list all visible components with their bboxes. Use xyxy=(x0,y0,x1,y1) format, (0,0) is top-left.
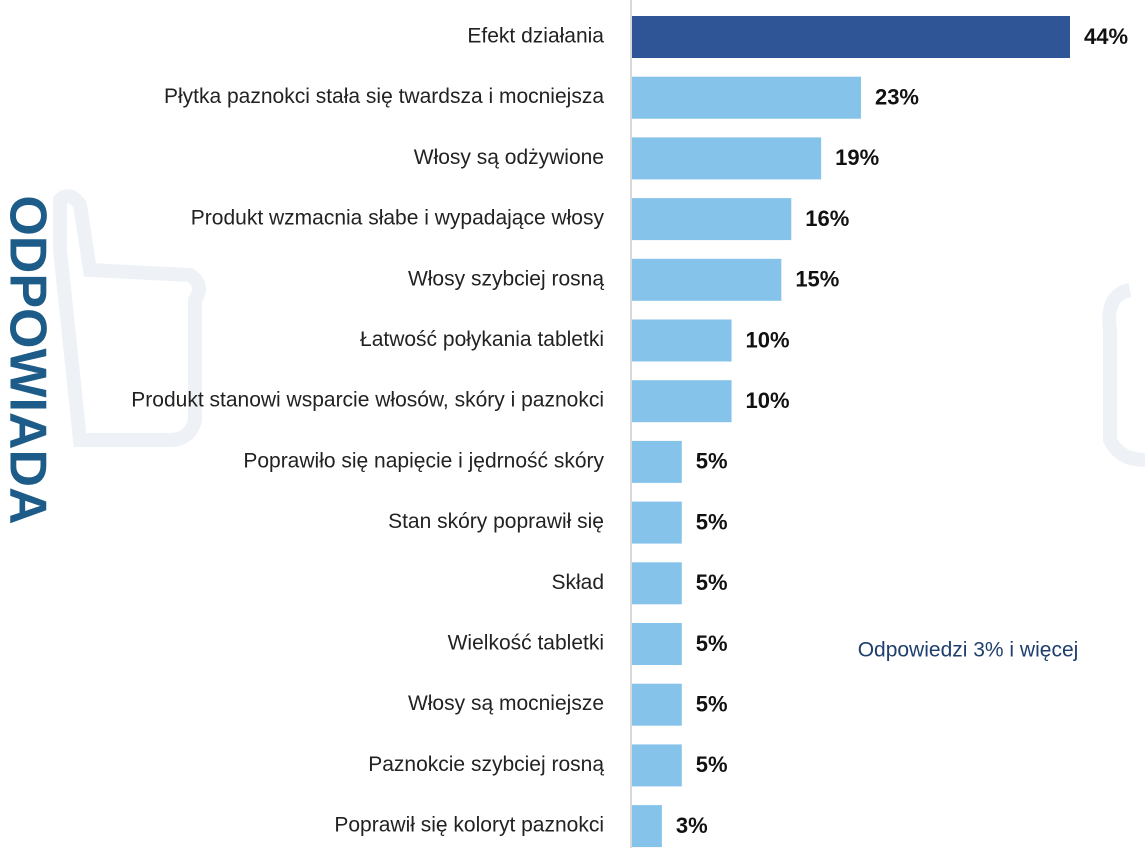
value-label: 44% xyxy=(1084,24,1128,49)
bar xyxy=(632,744,682,787)
category-label: Włosy szybciej rosną xyxy=(408,267,604,290)
category-label: Wielkość tabletki xyxy=(448,632,604,655)
bar xyxy=(632,198,792,241)
side-title: ODPOWIADA xyxy=(0,195,56,524)
bar xyxy=(632,137,822,180)
annotation: Odpowiedzi 3% i więcej xyxy=(858,639,1079,662)
bar xyxy=(632,440,682,483)
value-label: 5% xyxy=(696,449,728,474)
category-label: Stan skóry poprawił się xyxy=(388,510,604,533)
value-label: 15% xyxy=(795,267,839,292)
bar xyxy=(632,623,682,665)
decoration xyxy=(53,189,1145,467)
category-label: Produkt stanowi wsparcie włosów, skóry i… xyxy=(131,389,604,412)
bar xyxy=(632,76,861,119)
category-label: Efekt działania xyxy=(467,25,604,48)
value-label: 5% xyxy=(696,509,728,534)
value-label: 23% xyxy=(875,85,919,110)
category-label: Poprawiło się napięcie i jędrność skóry xyxy=(243,449,604,472)
category-label: Płytka paznokci stała się twardsza i moc… xyxy=(164,85,604,108)
category-label: Produkt wzmacnia słabe i wypadające włos… xyxy=(191,207,605,230)
category-label: Łatwość połykania tabletki xyxy=(360,328,604,351)
bar xyxy=(632,258,782,301)
value-label: 10% xyxy=(746,388,790,413)
value-label: 5% xyxy=(696,570,728,595)
bar xyxy=(632,562,682,605)
category-label: Włosy są odżywione xyxy=(414,146,604,169)
category-label: Włosy są mocniejsze xyxy=(408,692,604,715)
bar xyxy=(632,319,732,362)
bar xyxy=(632,683,682,726)
value-label: 3% xyxy=(676,813,708,838)
category-label: Paznokcie szybciej rosną xyxy=(368,753,604,776)
category-label: Skład xyxy=(551,571,604,594)
bar xyxy=(632,805,662,848)
value-label: 5% xyxy=(696,692,728,717)
bar xyxy=(632,380,732,423)
value-label: 10% xyxy=(746,327,790,352)
bar xyxy=(632,16,1070,58)
value-label: 5% xyxy=(696,752,728,777)
category-label: Poprawił się koloryt paznokci xyxy=(334,814,604,837)
value-label: 16% xyxy=(805,206,849,231)
bar xyxy=(632,501,682,544)
value-label: 5% xyxy=(696,631,728,656)
value-label: 19% xyxy=(835,145,879,170)
